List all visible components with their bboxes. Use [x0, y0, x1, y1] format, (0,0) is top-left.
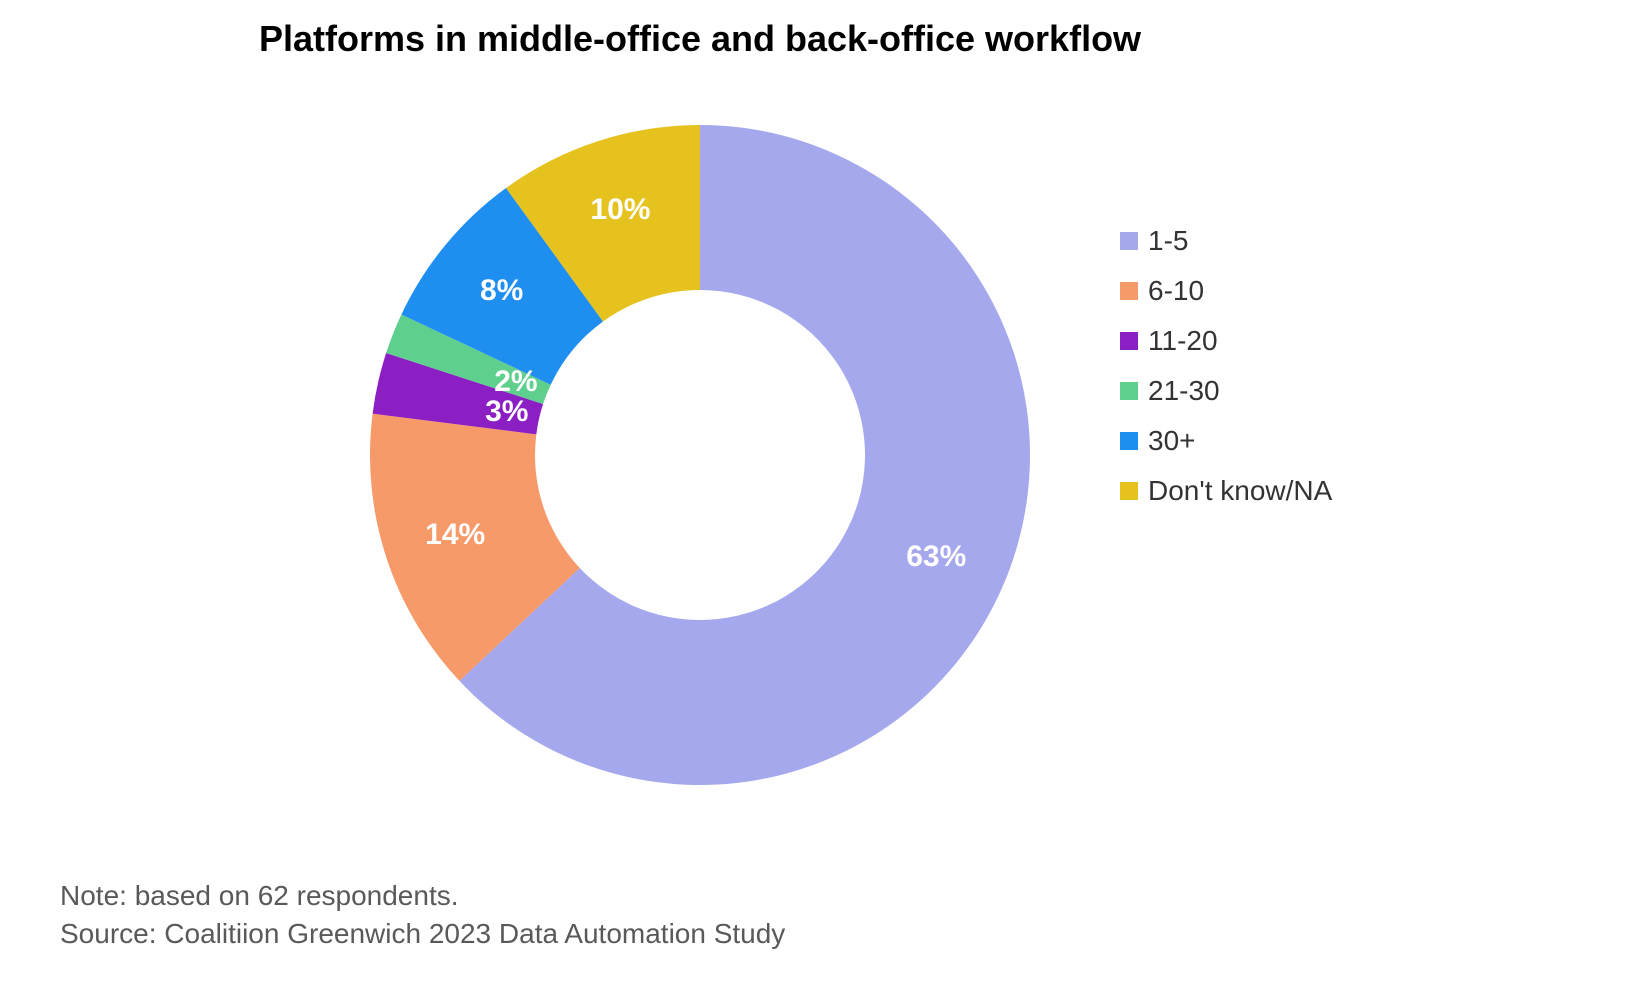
legend-swatch	[1120, 282, 1138, 300]
legend-item: 6-10	[1120, 275, 1332, 307]
chart-title: Platforms in middle-office and back-offi…	[0, 18, 1400, 60]
legend-label: 30+	[1148, 425, 1196, 457]
slice-label: 8%	[480, 274, 523, 308]
donut-chart: 63% 14% 3%2% 8% 10%	[370, 125, 1030, 785]
legend-item: 11-20	[1120, 325, 1332, 357]
legend-label: 21-30	[1148, 375, 1220, 407]
slice-label: 10%	[590, 193, 650, 227]
legend-item: 30+	[1120, 425, 1332, 457]
legend-swatch	[1120, 232, 1138, 250]
legend-swatch	[1120, 432, 1138, 450]
legend: 1-5 6-10 11-20 21-30 30+ Don't know/NA	[1120, 225, 1332, 525]
slice-label: 3%	[485, 395, 528, 429]
legend-swatch	[1120, 482, 1138, 500]
footnote-line: Note: based on 62 respondents.	[60, 880, 785, 912]
legend-item: 1-5	[1120, 225, 1332, 257]
legend-label: 1-5	[1148, 225, 1188, 257]
legend-item: 21-30	[1120, 375, 1332, 407]
legend-item: Don't know/NA	[1120, 475, 1332, 507]
donut-svg	[370, 125, 1030, 785]
legend-label: 6-10	[1148, 275, 1204, 307]
chart-container: Platforms in middle-office and back-offi…	[0, 0, 1650, 996]
legend-label: 11-20	[1148, 325, 1218, 357]
legend-label: Don't know/NA	[1148, 475, 1332, 507]
slice-label: 2%	[494, 365, 537, 399]
slice-label: 14%	[425, 518, 485, 552]
legend-swatch	[1120, 382, 1138, 400]
slice-label: 63%	[906, 540, 966, 574]
footnote-line: Source: Coalitiion Greenwich 2023 Data A…	[60, 918, 785, 950]
legend-swatch	[1120, 332, 1138, 350]
footnotes: Note: based on 62 respondents. Source: Co…	[60, 880, 785, 956]
